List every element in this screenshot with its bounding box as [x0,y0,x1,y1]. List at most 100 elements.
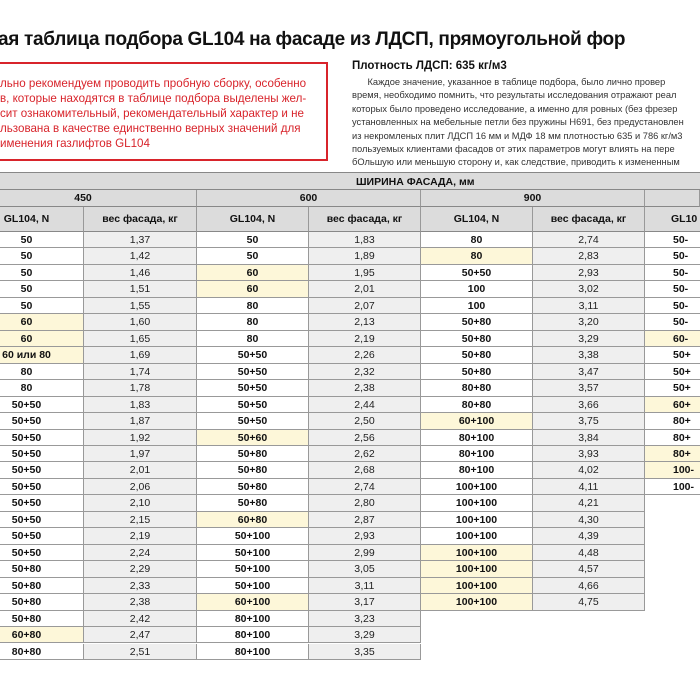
column-header-gl104: GL10 [645,207,700,232]
facade-weight-cell: 1,69 [84,347,197,364]
facade-weight-cell: 2,80 [309,495,421,512]
gl104-force-cell: 80 [197,330,309,348]
gl104-force-cell: 80+ [645,413,700,430]
gl104-force-cell: 50- [645,281,700,298]
facade-weight-cell: 2,47 [84,627,197,644]
gl104-force-cell: 50+80 [197,495,309,512]
facade-weight-cell: 3,05 [309,561,421,578]
facade-weight-cell: 3,29 [309,627,421,644]
facade-weight-cell: 2,44 [309,396,421,414]
gl104-force-cell: 100+100 [421,544,533,562]
gl104-force-cell: 50+50 [0,445,84,463]
gl104-force-cell: 100+100 [421,561,533,578]
facade-weight-cell: 2,26 [309,347,421,364]
facade-weight-cell: 4,30 [533,511,645,529]
gl104-force-cell: 80+100 [421,462,533,479]
gl104-force-cell: 50+100 [197,577,309,595]
facade-weight-cell: 3,02 [533,281,645,298]
gl104-force-cell: 50 [0,297,84,315]
facade-weight-cell: 2,42 [84,610,197,628]
facade-weight-cell: 2,01 [84,462,197,479]
gl104-force-cell: 50+50 [0,462,84,479]
warning-text: льно рекомендуем проводить пробную сборк… [0,76,306,151]
gl104-force-cell: 50+80 [421,330,533,348]
facade-weight-cell: 3,20 [533,314,645,331]
column-header-gl104: GL104, N [421,207,533,232]
gl104-force-cell: 50+ [645,380,700,397]
facade-weight-cell: 2,38 [309,380,421,397]
gl104-force-cell: 100- [645,462,700,479]
facade-weight-cell: 3,29 [533,330,645,348]
facade-weight-cell: 3,93 [533,445,645,463]
width-group-header: 450 [0,190,197,207]
gl104-force-cell: 50+ [645,347,700,364]
facade-weight-cell: 2,01 [309,281,421,298]
paragraph-line: время, необходимо помнить, что результат… [352,90,677,101]
facade-weight-cell: 1,55 [84,297,197,315]
gl104-force-cell: 60+80 [0,627,84,644]
gl104-force-cell: 50 [0,281,84,298]
facade-weight-cell: 1,65 [84,330,197,348]
facade-weight-cell: 3,75 [533,413,645,430]
gl104-force-cell: 60 или 80 [0,347,84,364]
gl104-force-cell: 50+80 [197,478,309,496]
width-group-header: 600 [197,190,421,207]
facade-weight-cell: 1,95 [309,264,421,282]
gl104-force-cell: 50+80 [0,577,84,595]
facade-weight-cell: 1,78 [84,380,197,397]
facade-weight-cell: 2,68 [309,462,421,479]
gl104-force-cell: 80+80 [421,380,533,397]
gl104-force-cell: 50+60 [197,429,309,446]
facade-weight-cell: 2,38 [84,594,197,611]
gl104-force-cell: 60+100 [421,413,533,430]
facade-weight-cell: 1,42 [84,248,197,265]
facade-weight-cell: 4,57 [533,561,645,578]
gl104-force-cell: 50+ [645,363,700,381]
paragraph-line: бОльшую или меньшую сторону и, как следс… [352,157,680,168]
gl104-force-cell: 80+100 [421,445,533,463]
facade-weight-cell: 3,57 [533,380,645,397]
width-group-header [645,190,700,207]
gl104-force-cell: 50+80 [197,462,309,479]
facade-weight-cell: 2,99 [309,544,421,562]
gl104-force-cell: 80+80 [0,643,84,660]
gl104-force-cell: 80+100 [197,610,309,628]
column-header-gl104: GL104, N [0,207,84,232]
gl104-force-cell: 80 [197,297,309,315]
paragraph-line: Каждое значение, указанное в таблице под… [352,77,666,87]
facade-weight-cell: 1,74 [84,363,197,381]
facade-weight-cell: 3,84 [533,429,645,446]
gl104-force-cell: 50+50 [197,396,309,414]
column-header-weight: вес фасада, кг [309,207,421,232]
gl104-force-cell: 50+50 [0,429,84,446]
gl104-force-cell: 50- [645,297,700,315]
gl104-force-cell: 100+100 [421,528,533,545]
facade-weight-cell: 1,97 [84,445,197,463]
gl104-force-cell: 50+80 [421,314,533,331]
facade-weight-cell: 4,48 [533,544,645,562]
gl104-force-cell: 50+50 [0,511,84,529]
facade-weight-cell: 2,19 [84,528,197,545]
gl104-force-cell: 80+100 [421,429,533,446]
gl104-force-cell: 80 [421,232,533,249]
paragraph-line: которых было проведено исследование, а и… [352,103,678,114]
gl104-force-cell: 50- [645,248,700,265]
facade-weight-cell: 1,37 [84,232,197,249]
gl104-force-cell: 80+80 [421,396,533,414]
gl104-force-cell: 50+50 [197,363,309,381]
facade-weight-cell: 1,60 [84,314,197,331]
gl104-force-cell: 60+100 [197,594,309,611]
gl104-force-cell: 50- [645,314,700,331]
paragraph-line: из некромленых плит ЛДСП 16 мм и МДФ 18 … [352,130,683,141]
description-paragraph: Каждое значение, указанное в таблице под… [352,76,684,170]
gl104-force-cell: 60 [197,264,309,282]
facade-weight-cell: 2,19 [309,330,421,348]
warning-line: именения газлифтов GL104 [0,137,150,150]
facade-weight-cell: 4,66 [533,577,645,595]
facade-weight-cell: 2,15 [84,511,197,529]
facade-weight-cell: 3,38 [533,347,645,364]
facade-weight-cell: 4,75 [533,594,645,611]
facade-weight-cell: 2,93 [533,264,645,282]
facade-weight-cell: 2,29 [84,561,197,578]
gl104-force-cell: 50+50 [0,478,84,496]
